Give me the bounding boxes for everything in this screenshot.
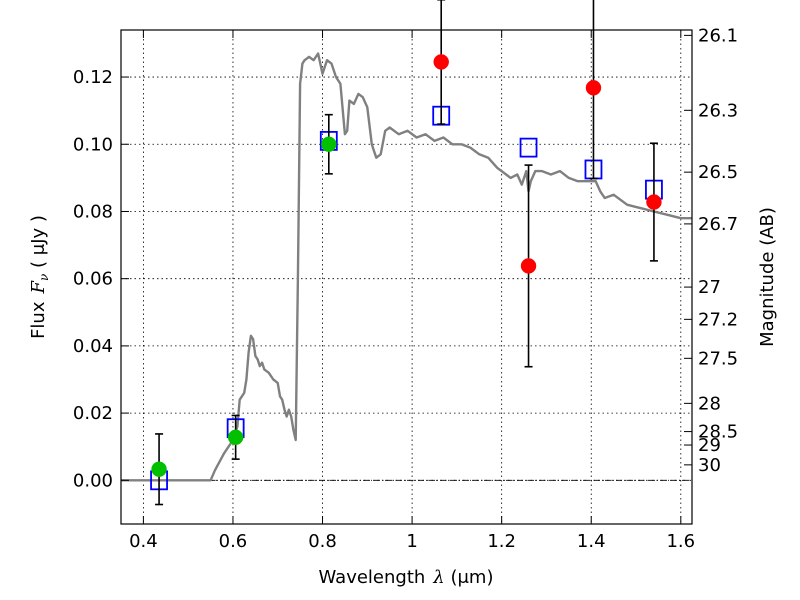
y-axis-title: Flux Fν ( μJy ) (28, 215, 51, 339)
mag-tick-label: 30 (698, 455, 721, 476)
y-tick-label: 0.12 (73, 67, 113, 88)
y2-axis-title: Magnitude (AB) (757, 207, 778, 347)
x-tick-label: 1 (406, 531, 417, 552)
mag-tick-label: 27.2 (698, 309, 738, 330)
plot-frame (120, 29, 693, 525)
x-axis-title-prefix: Wavelength (319, 567, 426, 588)
model-photometry-square (519, 137, 538, 158)
mag-tick-label: 26.1 (698, 25, 738, 46)
x-tick-label: 1.2 (487, 531, 516, 552)
mag-tick-label: 27 (698, 277, 721, 298)
x-tick-label: 1.4 (577, 531, 606, 552)
mag-tick-label: 26.3 (698, 100, 738, 121)
mag-tick-label: 27.5 (698, 348, 738, 369)
grid-lines (121, 30, 692, 524)
mag-tick-label: 29 (698, 435, 721, 456)
plot-background (121, 30, 692, 524)
y-tick-label: 0.02 (73, 403, 113, 424)
mag-tick-label: 28.5 (698, 422, 738, 443)
mag-tick-label: 26.5 (698, 162, 738, 183)
series-layer (121, 0, 692, 506)
nondetection-point (646, 194, 662, 210)
x-tick-label: 1.6 (666, 531, 695, 552)
y-tick-label: 0.06 (73, 269, 113, 290)
mag-tick-label: 26.7 (698, 214, 738, 235)
y-axis-symbol: F (28, 280, 49, 295)
y-tick-label: 0.10 (73, 134, 113, 155)
y-tick-label: 0.04 (73, 336, 113, 357)
model-sed-line (121, 52, 692, 482)
nondetection-point (585, 80, 602, 96)
x-axis-unit: (μm) (445, 567, 494, 588)
y-axis-subscript: ν (37, 274, 51, 281)
detection-point (227, 429, 244, 446)
x-tick-label: 0.8 (308, 531, 337, 552)
y-tick-label: 0.08 (73, 201, 113, 222)
y-axis-unit: ( μJy ) (28, 215, 49, 274)
tick-marks: 0.4 0.6 0.8 1 1.2 1.4 1.6 0.00 0.02 0.04 0.06 0.08 0… (73, 25, 738, 552)
mag-tick-label: 28 (698, 393, 721, 414)
detection-point (321, 136, 337, 153)
x-tick-label: 0.6 (219, 531, 248, 552)
x-axis-title: Wavelength λ (μm) (319, 567, 494, 588)
y-tick-label: 0.00 (73, 470, 113, 491)
x-axis-lambda: λ (432, 567, 444, 588)
nondetection-point (433, 54, 449, 70)
detection-point (151, 461, 167, 477)
y-axis-title-prefix: Flux (28, 301, 49, 339)
nondetection-point (520, 258, 537, 274)
x-tick-label: 0.4 (129, 531, 158, 552)
